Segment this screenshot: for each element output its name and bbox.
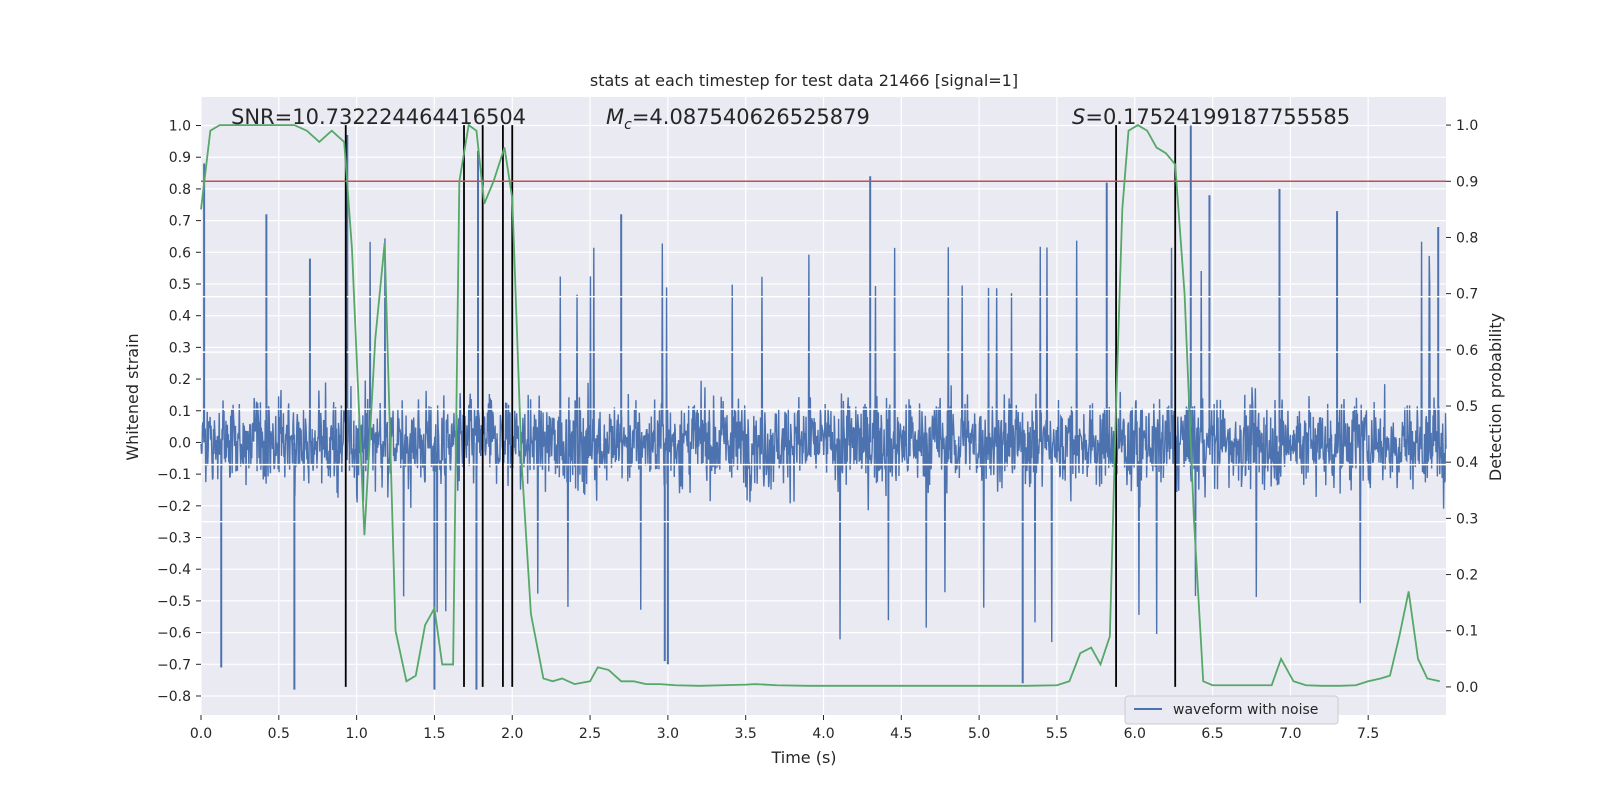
s-annotation: S=0.17524199187755585	[1072, 105, 1350, 129]
y-tick-label: −0.2	[157, 499, 191, 515]
y2-tick-label: 0.8	[1456, 230, 1478, 246]
y2-tick-label: 0.1	[1456, 624, 1478, 640]
y-tick-label: 0.2	[169, 372, 191, 388]
y-tick-label: 0.1	[169, 404, 191, 420]
waveform-series	[200, 125, 1447, 690]
y2-axis-label: Detection probability	[1486, 313, 1505, 481]
x-tick-label: 5.5	[1046, 726, 1068, 742]
x-tick-label: 7.0	[1279, 726, 1301, 742]
white-reference-lines	[201, 295, 1446, 523]
y-tick-label: −0.6	[157, 626, 191, 642]
y-tick-label: 0.9	[169, 150, 191, 166]
y-tick-label: 0.6	[169, 245, 191, 261]
x-tick-label: 2.5	[579, 726, 601, 742]
y-tick-label: 1.0	[169, 119, 191, 135]
y-tick-label: 0.7	[169, 214, 191, 230]
x-tick-label: 0.5	[268, 726, 290, 742]
y2-tick-label: 0.9	[1456, 174, 1478, 190]
x-tick-label: 3.0	[657, 726, 679, 742]
x-tick-label: 7.5	[1357, 726, 1379, 742]
y-tick-label: 0.5	[169, 277, 191, 293]
y2-tick-label: 0.0	[1456, 680, 1478, 696]
y-tick-label: 0.0	[169, 435, 191, 451]
y-tick-label: −0.3	[157, 531, 191, 547]
y-tick-label: −0.7	[157, 657, 191, 673]
x-axis-label: Time (s)	[770, 748, 836, 767]
y-tick-label: −0.8	[157, 689, 191, 705]
y-tick-label: 0.3	[169, 340, 191, 356]
snr-annotation: SNR=10.732224464416504	[231, 105, 526, 129]
x-tick-label: 4.0	[812, 726, 834, 742]
y2-tick-label: 0.6	[1456, 343, 1478, 359]
x-tick-label: 6.5	[1201, 726, 1223, 742]
y2-tick-label: 0.4	[1456, 455, 1478, 471]
x-tick-label: 1.5	[423, 726, 445, 742]
y2-tick-label: 0.7	[1456, 287, 1478, 303]
y2-tick-labels: 1.0 0.9 0.8 0.7 0.6 0.5 0.4 0.3 0.2 0.1 0.0	[1446, 118, 1478, 696]
y-tick-label: −0.4	[157, 562, 191, 578]
x-tick-label: 0.0	[190, 726, 212, 742]
y-axis-label: Whitened strain	[123, 333, 142, 460]
y-tick-label: −0.1	[157, 467, 191, 483]
y-tick-labels: 1.0 0.9 0.8 0.7 0.6 0.5 0.4 0.3 0.2 0.1 0.0 −0.1 −0.…	[157, 119, 201, 705]
y2-tick-label: 0.3	[1456, 511, 1478, 527]
legend-label: waveform with noise	[1173, 702, 1318, 718]
x-tick-labels: 0.0 0.5 1.0 1.5 2.0 2.5 3.0 3.5 4.0 4.5 5.0 5.5 6.0 6…	[190, 715, 1379, 742]
legend: waveform with noise	[1124, 695, 1339, 725]
detection-probability-line	[200, 123, 1440, 687]
y2-tick-label: 0.2	[1456, 568, 1478, 584]
y2-tick-label: 0.5	[1456, 399, 1478, 415]
chart-title: stats at each timestep for test data 214…	[590, 71, 1018, 90]
x-tick-label: 2.0	[501, 726, 523, 742]
y-tick-label: −0.5	[157, 594, 191, 610]
x-tick-label: 6.0	[1124, 726, 1146, 742]
y-tick-label: 0.8	[169, 182, 191, 198]
legend-box	[1124, 695, 1339, 725]
waveform-line	[200, 238, 1447, 643]
x-tick-label: 3.5	[735, 726, 757, 742]
x-tick-label: 1.0	[345, 726, 367, 742]
chirp-mass-annotation: Mc=4.087540626525879	[606, 105, 870, 133]
x-tick-label: 5.0	[968, 726, 990, 742]
y-tick-label: 0.4	[169, 309, 191, 325]
y2-tick-label: 1.0	[1456, 118, 1478, 134]
x-tick-label: 4.5	[890, 726, 912, 742]
